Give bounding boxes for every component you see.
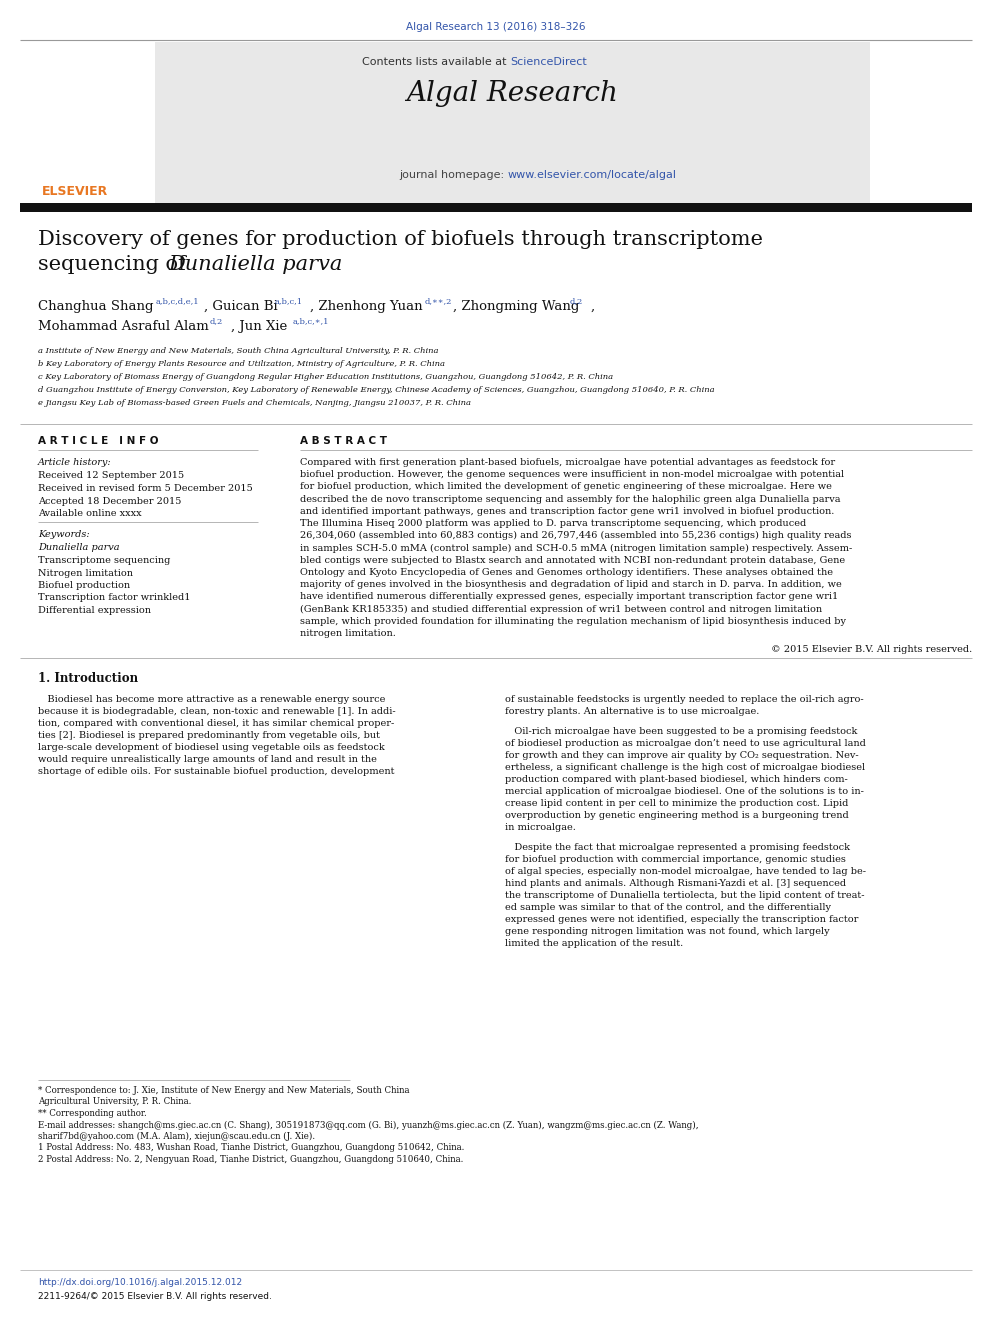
Text: because it is biodegradable, clean, non-toxic and renewable [1]. In addi-: because it is biodegradable, clean, non-… bbox=[38, 706, 396, 716]
Text: b Key Laboratory of Energy Plants Resource and Utilization, Ministry of Agricult: b Key Laboratory of Energy Plants Resour… bbox=[38, 360, 445, 368]
Text: sharif7bd@yahoo.com (M.A. Alam), xiejun@scau.edu.cn (J. Xie).: sharif7bd@yahoo.com (M.A. Alam), xiejun@… bbox=[38, 1132, 315, 1142]
Bar bbox=[155, 42, 870, 205]
Text: Received in revised form 5 December 2015: Received in revised form 5 December 2015 bbox=[38, 484, 253, 493]
Text: © 2015 Elsevier B.V. All rights reserved.: © 2015 Elsevier B.V. All rights reserved… bbox=[771, 646, 972, 654]
Text: in microalgae.: in microalgae. bbox=[505, 823, 576, 832]
Text: Biodiesel has become more attractive as a renewable energy source: Biodiesel has become more attractive as … bbox=[38, 695, 385, 704]
Text: journal homepage:: journal homepage: bbox=[399, 169, 508, 180]
Text: a Institute of New Energy and New Materials, South China Agricultural University: a Institute of New Energy and New Materi… bbox=[38, 347, 438, 355]
Text: The Illumina Hiseq 2000 platform was applied to D. parva transcriptome sequencin: The Illumina Hiseq 2000 platform was app… bbox=[300, 519, 806, 528]
Text: d,2: d,2 bbox=[210, 318, 223, 325]
Text: 1. Introduction: 1. Introduction bbox=[38, 672, 138, 685]
Text: Accepted 18 December 2015: Accepted 18 December 2015 bbox=[38, 496, 182, 505]
Text: limited the application of the result.: limited the application of the result. bbox=[505, 939, 683, 949]
Text: e Jiangsu Key Lab of Biomass-based Green Fuels and Chemicals, Nanjing, Jiangsu 2: e Jiangsu Key Lab of Biomass-based Green… bbox=[38, 400, 471, 407]
Text: of algal species, especially non-model microalgae, have tended to lag be-: of algal species, especially non-model m… bbox=[505, 867, 866, 876]
Text: d Guangzhou Institute of Energy Conversion, Key Laboratory of Renewable Energy, : d Guangzhou Institute of Energy Conversi… bbox=[38, 386, 714, 394]
Text: 2 Postal Address: No. 2, Nengyuan Road, Tianhe District, Guangzhou, Guangdong 51: 2 Postal Address: No. 2, Nengyuan Road, … bbox=[38, 1155, 463, 1164]
Text: large-scale development of biodiesel using vegetable oils as feedstock: large-scale development of biodiesel usi… bbox=[38, 744, 385, 751]
Text: ELSEVIER: ELSEVIER bbox=[42, 185, 108, 198]
Text: Compared with first generation plant-based biofuels, microalgae have potential a: Compared with first generation plant-bas… bbox=[300, 458, 835, 467]
Text: c Key Laboratory of Biomass Energy of Guangdong Regular Higher Education Institu: c Key Laboratory of Biomass Energy of Gu… bbox=[38, 373, 613, 381]
Text: Biofuel production: Biofuel production bbox=[38, 581, 130, 590]
Text: A R T I C L E   I N F O: A R T I C L E I N F O bbox=[38, 437, 159, 446]
Text: ScienceDirect: ScienceDirect bbox=[511, 57, 587, 67]
Text: production compared with plant-based biodiesel, which hinders com-: production compared with plant-based bio… bbox=[505, 775, 848, 785]
Text: crease lipid content in per cell to minimize the production cost. Lipid: crease lipid content in per cell to mini… bbox=[505, 799, 848, 808]
Text: Discovery of genes for production of biofuels through transcriptome: Discovery of genes for production of bio… bbox=[38, 230, 763, 249]
Text: a,b,c,d,e,1: a,b,c,d,e,1 bbox=[156, 296, 199, 306]
Text: Oil-rich microalgae have been suggested to be a promising feedstock: Oil-rich microalgae have been suggested … bbox=[505, 728, 857, 736]
Text: , Jun Xie: , Jun Xie bbox=[231, 320, 288, 333]
Text: A B S T R A C T: A B S T R A C T bbox=[300, 437, 387, 446]
Text: Nitrogen limitation: Nitrogen limitation bbox=[38, 569, 133, 578]
Text: biofuel production. However, the genome sequences were insufficient in non-model: biofuel production. However, the genome … bbox=[300, 470, 844, 479]
Text: d,2: d,2 bbox=[570, 296, 583, 306]
Text: Keywords:: Keywords: bbox=[38, 531, 89, 538]
Text: , Zhongming Wang: , Zhongming Wang bbox=[453, 300, 579, 314]
Text: * Correspondence to: J. Xie, Institute of New Energy and New Materials, South Ch: * Correspondence to: J. Xie, Institute o… bbox=[38, 1086, 410, 1095]
Text: gene responding nitrogen limitation was not found, which largely: gene responding nitrogen limitation was … bbox=[505, 927, 829, 935]
Text: d,∗∗,2: d,∗∗,2 bbox=[425, 296, 452, 306]
Text: described the de novo transcriptome sequencing and assembly for the halophilic g: described the de novo transcriptome sequ… bbox=[300, 495, 840, 504]
Text: , Guican Bi: , Guican Bi bbox=[204, 300, 278, 314]
Bar bbox=[20, 202, 972, 212]
Text: Algal Research: Algal Research bbox=[407, 79, 618, 107]
Text: and identified important pathways, genes and transcription factor gene wri1 invo: and identified important pathways, genes… bbox=[300, 507, 834, 516]
Text: a,b,c,1: a,b,c,1 bbox=[275, 296, 304, 306]
Text: ** Corresponding author.: ** Corresponding author. bbox=[38, 1109, 147, 1118]
Text: of biodiesel production as microalgae don’t need to use agricultural land: of biodiesel production as microalgae do… bbox=[505, 740, 866, 747]
Text: for growth and they can improve air quality by CO₂ sequestration. Nev-: for growth and they can improve air qual… bbox=[505, 751, 859, 759]
Text: http://dx.doi.org/10.1016/j.algal.2015.12.012: http://dx.doi.org/10.1016/j.algal.2015.1… bbox=[38, 1278, 242, 1287]
Text: Despite the fact that microalgae represented a promising feedstock: Despite the fact that microalgae represe… bbox=[505, 843, 850, 852]
Text: nitrogen limitation.: nitrogen limitation. bbox=[300, 628, 396, 638]
Text: expressed genes were not identified, especially the transcription factor: expressed genes were not identified, esp… bbox=[505, 916, 858, 923]
Text: bled contigs were subjected to Blastx search and annotated with NCBI non-redunda: bled contigs were subjected to Blastx se… bbox=[300, 556, 845, 565]
Text: in samples SCH-5.0 mMA (control sample) and SCH-0.5 mMA (nitrogen limitation sam: in samples SCH-5.0 mMA (control sample) … bbox=[300, 544, 852, 553]
Text: E-mail addresses: shangch@ms.giec.ac.cn (C. Shang), 305191873@qq.com (G. Bi), yu: E-mail addresses: shangch@ms.giec.ac.cn … bbox=[38, 1121, 698, 1130]
Text: hind plants and animals. Although Rismani-Yazdi et al. [3] sequenced: hind plants and animals. Although Risman… bbox=[505, 878, 846, 888]
Text: Differential expression: Differential expression bbox=[38, 606, 151, 615]
Text: Received 12 September 2015: Received 12 September 2015 bbox=[38, 471, 185, 480]
Text: Dunaliella parva: Dunaliella parva bbox=[38, 544, 120, 553]
Text: for biofuel production with commercial importance, genomic studies: for biofuel production with commercial i… bbox=[505, 855, 846, 864]
Text: ties [2]. Biodiesel is prepared predominantly from vegetable oils, but: ties [2]. Biodiesel is prepared predomin… bbox=[38, 732, 380, 740]
Text: , Zhenhong Yuan: , Zhenhong Yuan bbox=[310, 300, 423, 314]
Text: the transcriptome of Dunaliella tertiolecta, but the lipid content of treat-: the transcriptome of Dunaliella tertiole… bbox=[505, 890, 864, 900]
Text: Agricultural University, P. R. China.: Agricultural University, P. R. China. bbox=[38, 1098, 191, 1106]
Text: Article history:: Article history: bbox=[38, 458, 112, 467]
Text: ed sample was similar to that of the control, and the differentially: ed sample was similar to that of the con… bbox=[505, 904, 831, 912]
Text: Dunaliella parva: Dunaliella parva bbox=[168, 255, 342, 274]
Text: for biofuel production, which limited the development of genetic engineering of : for biofuel production, which limited th… bbox=[300, 483, 832, 491]
Text: Transcription factor wrinkled1: Transcription factor wrinkled1 bbox=[38, 594, 190, 602]
Text: shortage of edible oils. For sustainable biofuel production, development: shortage of edible oils. For sustainable… bbox=[38, 767, 395, 777]
Text: 26,304,060 (assembled into 60,883 contigs) and 26,797,446 (assembled into 55,236: 26,304,060 (assembled into 60,883 contig… bbox=[300, 532, 851, 540]
Text: ,: , bbox=[591, 300, 595, 314]
Text: (GenBank KR185335) and studied differential expression of wri1 between control a: (GenBank KR185335) and studied different… bbox=[300, 605, 822, 614]
Text: Transcriptome sequencing: Transcriptome sequencing bbox=[38, 556, 171, 565]
Text: a,b,c,∗,1: a,b,c,∗,1 bbox=[293, 318, 329, 325]
Text: Mohammad Asraful Alam: Mohammad Asraful Alam bbox=[38, 320, 208, 333]
Text: 1 Postal Address: No. 483, Wushan Road, Tianhe District, Guangzhou, Guangdong 51: 1 Postal Address: No. 483, Wushan Road, … bbox=[38, 1143, 464, 1152]
Text: forestry plants. An alternative is to use microalgae.: forestry plants. An alternative is to us… bbox=[505, 706, 759, 716]
Text: ertheless, a significant challenge is the high cost of microalgae biodiesel: ertheless, a significant challenge is th… bbox=[505, 763, 865, 773]
Text: of sustainable feedstocks is urgently needed to replace the oil-rich agro-: of sustainable feedstocks is urgently ne… bbox=[505, 695, 864, 704]
Text: sequencing of: sequencing of bbox=[38, 255, 192, 274]
Text: majority of genes involved in the biosynthesis and degradation of lipid and star: majority of genes involved in the biosyn… bbox=[300, 579, 842, 589]
Text: Algal Research 13 (2016) 318–326: Algal Research 13 (2016) 318–326 bbox=[407, 22, 585, 32]
Text: 2211-9264/© 2015 Elsevier B.V. All rights reserved.: 2211-9264/© 2015 Elsevier B.V. All right… bbox=[38, 1293, 272, 1301]
Text: would require unrealistically large amounts of land and result in the: would require unrealistically large amou… bbox=[38, 755, 377, 763]
Text: Ontology and Kyoto Encyclopedia of Genes and Genomes orthology identifiers. Thes: Ontology and Kyoto Encyclopedia of Genes… bbox=[300, 568, 833, 577]
Text: Contents lists available at: Contents lists available at bbox=[362, 57, 511, 67]
Text: overproduction by genetic engineering method is a burgeoning trend: overproduction by genetic engineering me… bbox=[505, 811, 849, 820]
Text: tion, compared with conventional diesel, it has similar chemical proper-: tion, compared with conventional diesel,… bbox=[38, 718, 394, 728]
Text: sample, which provided foundation for illuminating the regulation mechanism of l: sample, which provided foundation for il… bbox=[300, 617, 846, 626]
Text: Available online xxxx: Available online xxxx bbox=[38, 509, 142, 519]
Text: mercial application of microalgae biodiesel. One of the solutions is to in-: mercial application of microalgae biodie… bbox=[505, 787, 864, 796]
Text: www.elsevier.com/locate/algal: www.elsevier.com/locate/algal bbox=[508, 169, 677, 180]
Text: Changhua Shang: Changhua Shang bbox=[38, 300, 154, 314]
Text: have identified numerous differentially expressed genes, especially important tr: have identified numerous differentially … bbox=[300, 593, 838, 601]
